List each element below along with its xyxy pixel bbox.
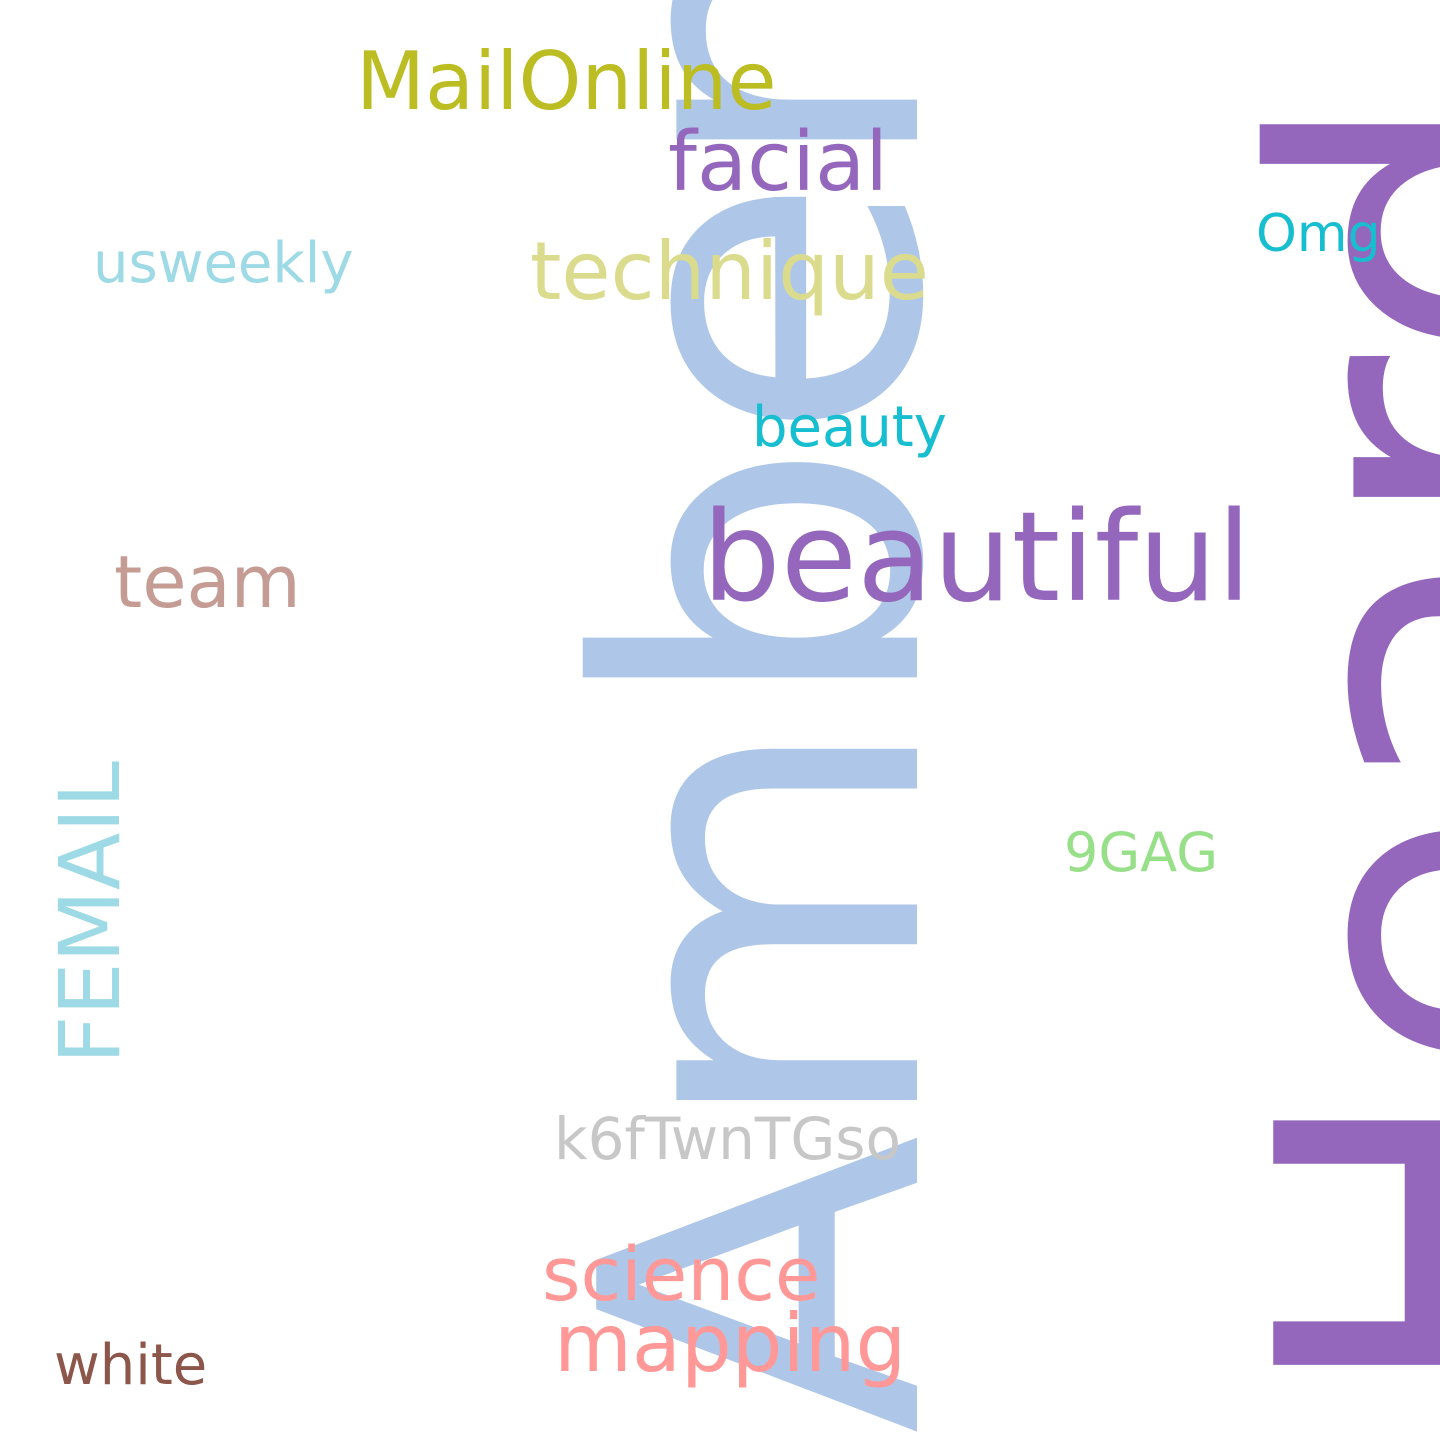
word-heard: Heard [1186,84,1440,1408]
word-mapping: mapping [554,1297,907,1390]
word-team: team [114,540,301,624]
word-k6ftwntgso: k6fTwnTGso [554,1105,902,1173]
word-femail: FEMAIL [41,761,139,1064]
word-technique: technique [530,225,929,318]
word-amber: Amber [509,4,1021,1435]
word-beauty: beauty [752,395,947,460]
word-beautiful: beautiful [702,486,1252,630]
word-9gag: 9GAG [1064,821,1219,884]
word-usweekly: usweekly [93,231,354,296]
word-facial: facial [668,115,889,210]
word-science: science [542,1232,821,1318]
word-omg: Omg [1256,204,1381,264]
word-white: white [54,1333,208,1398]
word-mailonline: MailOnline [356,35,777,128]
